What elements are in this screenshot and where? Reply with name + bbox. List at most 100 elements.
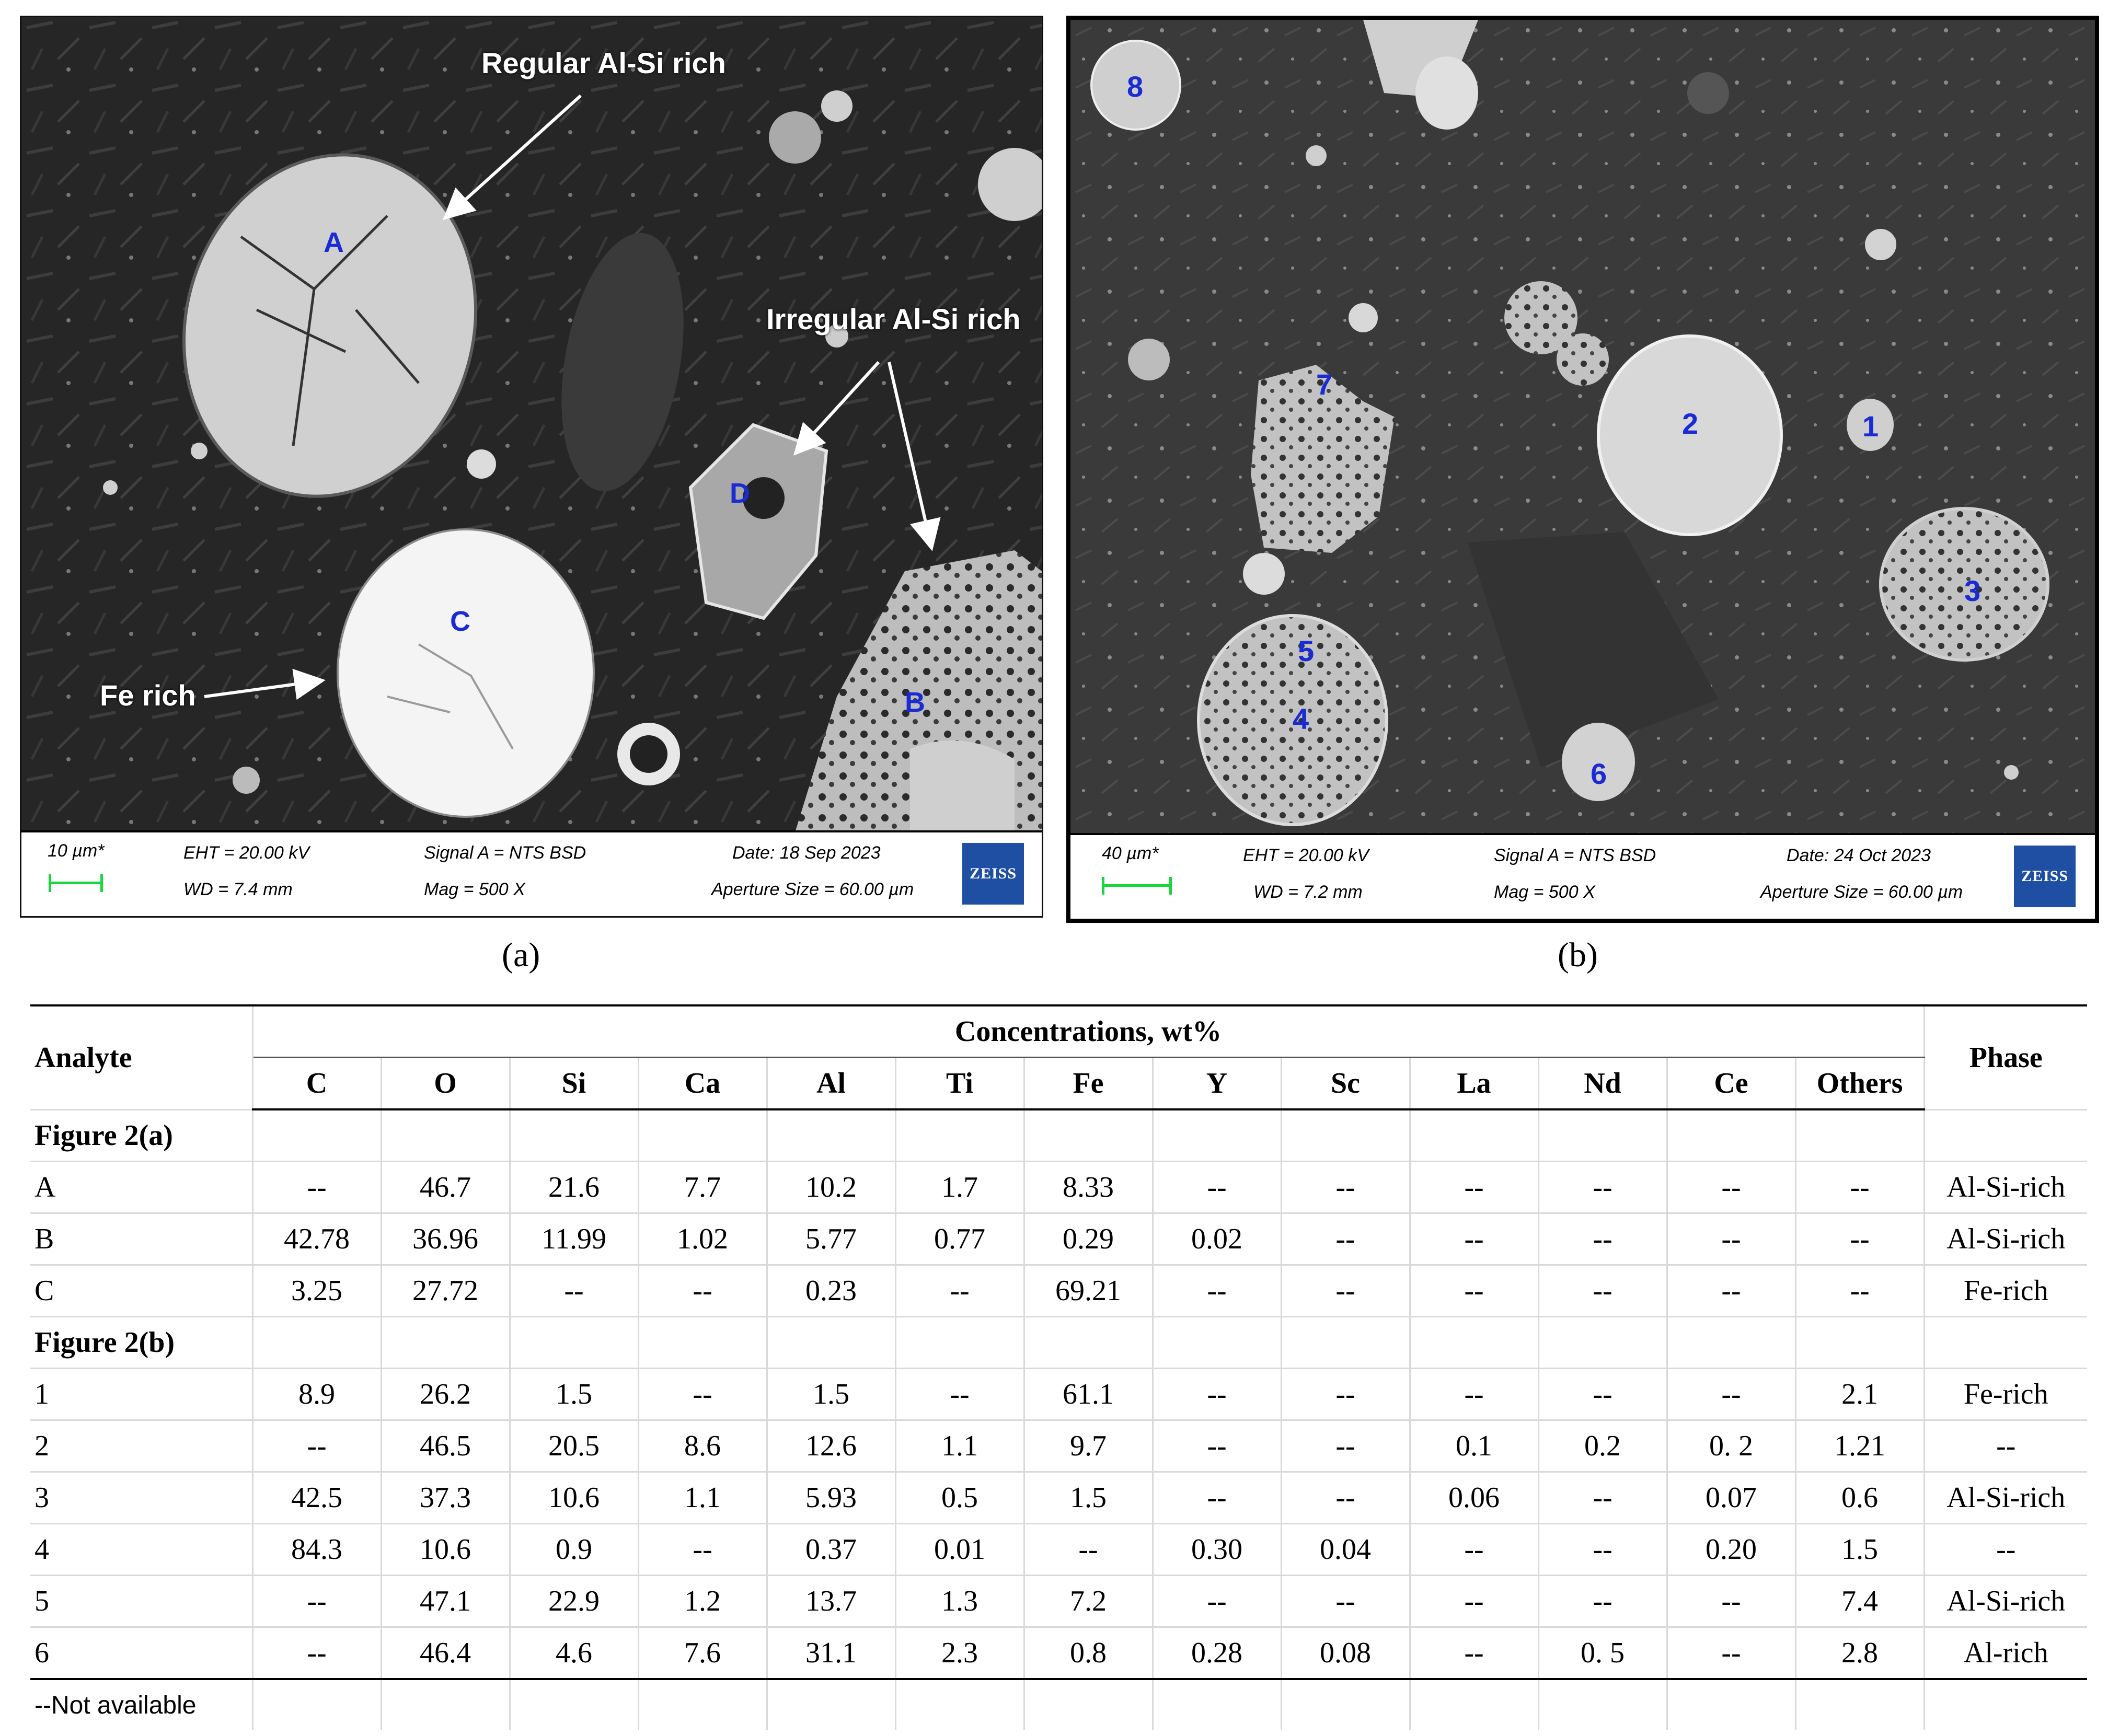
- value-cell: --: [1410, 1368, 1539, 1421]
- empty-cell: [1153, 1109, 1282, 1162]
- column-header: Nd: [1538, 1057, 1668, 1110]
- value-cell: --: [1410, 1265, 1539, 1317]
- value-cell: --: [895, 1368, 1025, 1421]
- analyte-cell: B: [30, 1213, 254, 1266]
- analyte-cell: 4: [30, 1523, 254, 1576]
- empty-cell: [895, 1679, 1025, 1730]
- value-cell: 20.5: [510, 1420, 639, 1473]
- column-header: Ca: [638, 1057, 768, 1110]
- value-cell: 1.2: [638, 1575, 768, 1628]
- value-cell: 0.23: [767, 1265, 896, 1317]
- value-cell: 0.37: [767, 1523, 896, 1576]
- scale-bar: [1102, 877, 1172, 895]
- empty-cell: [638, 1316, 768, 1369]
- column-header: Fe: [1024, 1057, 1154, 1110]
- value-cell: --: [638, 1368, 768, 1421]
- sem-databar-b: 40 µm* EHT = 20.00 kV WD = 7.2 mm Signal…: [1070, 833, 2095, 919]
- value-cell: 8.6: [638, 1420, 768, 1473]
- wd-label: WD = 7.2 mm: [1253, 882, 1363, 902]
- eht-label: EHT = 20.00 kV: [1243, 846, 1369, 865]
- column-header: Y: [1153, 1057, 1282, 1110]
- empty-cell: [1281, 1679, 1411, 1730]
- empty-cell: [1153, 1679, 1282, 1730]
- table-row: A -- 46.7 21.6 7.7 10.2 1.7 8.33 -- -- -- -- -- -- Al-…: [30, 1161, 2087, 1214]
- date-label: Date: 24 Oct 2023: [1787, 846, 1931, 865]
- note-row: --Not available: [30, 1679, 2087, 1730]
- value-cell: 7.6: [638, 1627, 768, 1680]
- value-cell: 27.72: [381, 1265, 511, 1317]
- value-cell: 0.5: [895, 1472, 1025, 1524]
- value-cell: --: [1281, 1265, 1411, 1317]
- table-body: Figure 2(a) A -- 46.7 21.6 7.7 10.2 1.7 8.33 -- --…: [30, 1109, 2087, 1730]
- value-cell: --: [1538, 1213, 1668, 1266]
- section-title: Figure 2(b): [30, 1316, 254, 1369]
- value-cell: --: [1667, 1265, 1796, 1317]
- value-cell: 0.29: [1024, 1213, 1154, 1266]
- phase-cell: Al-rich: [1924, 1627, 2087, 1680]
- value-cell: 13.7: [767, 1575, 896, 1628]
- signal-label: Signal A = NTS BSD: [1494, 846, 1656, 865]
- empty-cell: [1924, 1109, 2087, 1162]
- column-header: Ce: [1667, 1057, 1796, 1110]
- phase-cell: --: [1924, 1420, 2087, 1473]
- value-cell: 46.5: [381, 1420, 511, 1473]
- value-cell: --: [1667, 1213, 1796, 1266]
- value-cell: --: [252, 1627, 382, 1680]
- value-cell: 7.2: [1024, 1575, 1154, 1628]
- value-cell: 0.8: [1024, 1627, 1154, 1680]
- value-cell: 0.06: [1410, 1472, 1539, 1524]
- phase-cell: Al-Si-rich: [1924, 1575, 2087, 1628]
- value-cell: --: [1667, 1161, 1796, 1214]
- value-cell: 1.5: [1795, 1523, 1925, 1576]
- value-cell: --: [638, 1265, 768, 1317]
- empty-cell: [381, 1316, 511, 1369]
- value-cell: 0.20: [1667, 1523, 1796, 1576]
- value-cell: 1.5: [510, 1368, 639, 1421]
- value-cell: 47.1: [381, 1575, 511, 1628]
- value-cell: 42.5: [252, 1472, 382, 1524]
- empty-cell: [510, 1316, 639, 1369]
- empty-cell: [1281, 1109, 1411, 1162]
- signal-label: Signal A = NTS BSD: [424, 843, 586, 863]
- empty-cell: [1024, 1679, 1154, 1730]
- callout-arrows-a: [204, 94, 941, 700]
- value-cell: 11.99: [510, 1213, 639, 1266]
- table-row: 1 8.9 26.2 1.5 -- 1.5 -- 61.1 -- -- -- -- -- 2.1 Fe-ri…: [30, 1368, 2087, 1421]
- value-cell: 2.3: [895, 1627, 1025, 1680]
- value-cell: 37.3: [381, 1472, 511, 1524]
- value-cell: 0.02: [1153, 1213, 1282, 1266]
- aperture-label: Aperture Size = 60.00 µm: [1760, 882, 1963, 902]
- value-cell: 5.77: [767, 1213, 896, 1266]
- marker-1: 1: [1862, 410, 1879, 443]
- callout-regular-al-si: Regular Al-Si rich: [481, 47, 726, 79]
- value-cell: 12.6: [767, 1420, 896, 1473]
- empty-cell: [1795, 1679, 1925, 1730]
- value-cell: 1.1: [895, 1420, 1025, 1473]
- empty-cell: [252, 1109, 382, 1162]
- value-cell: 42.78: [252, 1213, 382, 1266]
- column-header: Others: [1795, 1057, 1925, 1110]
- empty-cell: [895, 1316, 1025, 1369]
- header-analyte: Analyte: [30, 1004, 254, 1110]
- empty-cell: [1410, 1316, 1539, 1369]
- empty-cell: [1538, 1316, 1668, 1369]
- value-cell: 0.1: [1410, 1420, 1539, 1473]
- value-cell: --: [1795, 1265, 1925, 1317]
- marker-a: A: [324, 227, 344, 258]
- value-cell: 26.2: [381, 1368, 511, 1421]
- value-cell: --: [252, 1161, 382, 1214]
- value-cell: 31.1: [767, 1627, 896, 1680]
- empty-cell: [1538, 1109, 1668, 1162]
- sem-databar-a: 10 µm* EHT = 20.00 kV WD = 7.4 mm Signal…: [21, 830, 1042, 916]
- value-cell: 10.6: [381, 1523, 511, 1576]
- value-cell: --: [1795, 1161, 1925, 1214]
- value-cell: --: [1795, 1213, 1925, 1266]
- value-cell: 1.1: [638, 1472, 768, 1524]
- value-cell: 0.77: [895, 1213, 1025, 1266]
- value-cell: 7.7: [638, 1161, 768, 1214]
- zeiss-logo: ZEISS: [962, 843, 1024, 905]
- empty-cell: [1795, 1316, 1925, 1369]
- value-cell: 69.21: [1024, 1265, 1154, 1317]
- marker-b: B: [905, 687, 925, 718]
- value-cell: 21.6: [510, 1161, 639, 1214]
